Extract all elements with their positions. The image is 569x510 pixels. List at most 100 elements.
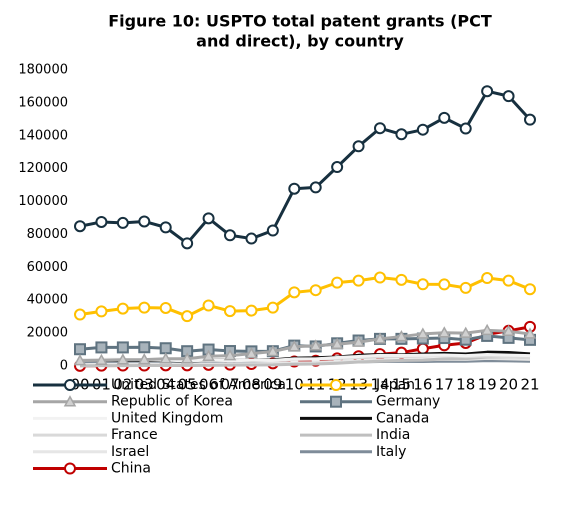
- x-tick-label: 03: [135, 376, 154, 394]
- y-tick-label: 120000: [18, 161, 68, 176]
- point: [373, 332, 387, 344]
- legend-label: China: [111, 461, 151, 477]
- point: [159, 301, 172, 314]
- x-tick-label: 04: [156, 376, 175, 394]
- point: [459, 326, 472, 338]
- point: [330, 337, 344, 350]
- series-line: [79, 355, 531, 368]
- point: [309, 284, 322, 297]
- legend-label: Canada: [376, 410, 429, 426]
- x-tick-label: 06: [199, 376, 218, 394]
- y-tick-label: 100000: [18, 194, 68, 209]
- point: [116, 216, 129, 229]
- chart-title: and direct), by country: [196, 32, 404, 51]
- point: [524, 283, 536, 296]
- point: [181, 237, 194, 250]
- point: [116, 341, 129, 354]
- point: [416, 342, 429, 355]
- point: [159, 352, 172, 364]
- point: [331, 276, 344, 289]
- y-tick-label: 160000: [18, 95, 68, 110]
- point: [481, 272, 494, 285]
- point: [524, 113, 536, 126]
- point: [395, 128, 408, 141]
- x-tick-label: 18: [456, 376, 475, 394]
- point: [74, 220, 86, 233]
- point: [502, 274, 515, 287]
- legend-label: Germany: [376, 394, 440, 410]
- point: [331, 161, 344, 174]
- y-tick-label: 180000: [18, 63, 68, 78]
- point: [95, 341, 108, 354]
- point: [288, 340, 301, 352]
- x-tick-label: 07: [220, 376, 239, 394]
- point: [352, 140, 365, 153]
- point: [116, 353, 130, 365]
- point: [181, 310, 194, 323]
- x-tick-label: 05: [178, 376, 197, 394]
- point: [438, 326, 451, 338]
- y-tick-label: 140000: [18, 128, 68, 143]
- y-tick-label: 40000: [27, 293, 68, 308]
- point: [202, 349, 215, 362]
- legend-label: United Kingdom: [111, 410, 223, 426]
- point: [224, 305, 236, 318]
- point: [288, 182, 301, 195]
- point: [116, 302, 129, 315]
- chart-title: Figure 10: USPTO total patent grants (PC…: [108, 12, 492, 31]
- x-tick-label: 10: [285, 376, 304, 394]
- legend-label: France: [111, 427, 158, 443]
- point: [352, 335, 365, 347]
- legend-label: India: [376, 427, 410, 443]
- point: [459, 281, 472, 294]
- point: [395, 330, 408, 342]
- x-tick-label: 02: [113, 376, 132, 394]
- point: [480, 323, 494, 336]
- point: [224, 229, 236, 242]
- point: [159, 221, 172, 234]
- point: [374, 271, 386, 284]
- point: [266, 301, 279, 314]
- x-tick-label: 19: [478, 376, 497, 394]
- point: [395, 273, 408, 286]
- point: [374, 122, 386, 135]
- y-tick-label: 60000: [27, 260, 68, 275]
- point: [223, 349, 237, 361]
- x-tick-label: 15: [392, 376, 411, 394]
- point: [245, 232, 258, 245]
- point: [74, 308, 86, 321]
- x-tick-label: 09: [263, 376, 282, 394]
- point: [138, 301, 151, 314]
- point: [245, 347, 258, 359]
- point: [416, 123, 429, 136]
- legend-label: Italy: [376, 444, 406, 460]
- point: [416, 327, 430, 339]
- point: [288, 286, 301, 299]
- y-tick-label: 0: [60, 359, 68, 374]
- x-tick-label: 08: [242, 376, 261, 394]
- x-tick-label: 17: [435, 376, 454, 394]
- point: [502, 90, 515, 103]
- legend-marker: [63, 395, 77, 407]
- point: [309, 181, 322, 194]
- x-tick-label: 14: [370, 376, 389, 394]
- point: [95, 215, 108, 228]
- legend-label: Japan: [375, 377, 415, 393]
- y-tick-label: 80000: [27, 227, 68, 242]
- point: [74, 343, 86, 356]
- legend-marker: [330, 395, 342, 408]
- point: [438, 111, 451, 124]
- series-line: [79, 89, 532, 245]
- legend-marker: [330, 379, 342, 391]
- point: [202, 299, 215, 312]
- point: [138, 353, 151, 365]
- point: [266, 344, 280, 357]
- legend-marker: [64, 462, 76, 475]
- point: [202, 212, 215, 225]
- x-tick-label: 16: [413, 376, 432, 394]
- point: [245, 304, 258, 317]
- point: [416, 278, 429, 291]
- x-tick-label: 20: [499, 376, 518, 394]
- point: [138, 215, 151, 228]
- x-tick-label: 21: [520, 376, 539, 394]
